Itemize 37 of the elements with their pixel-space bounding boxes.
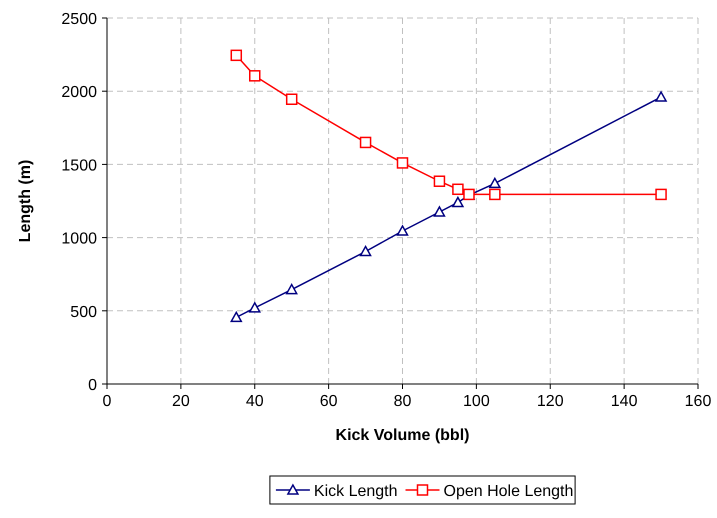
y-tick-label: 1500 [61, 157, 98, 174]
point [396, 157, 408, 169]
x-tick-label: 160 [684, 393, 712, 410]
point [452, 196, 464, 208]
x-tick-label: 20 [172, 393, 190, 410]
x-tick-label: 0 [102, 393, 112, 410]
x-tick-label: 60 [320, 393, 338, 410]
point [360, 136, 372, 148]
point [249, 70, 260, 82]
point [360, 246, 372, 256]
x-axis-title: Kick Volume (bbl) [336, 427, 470, 444]
point [489, 178, 501, 188]
point [249, 302, 260, 313]
x-tick-label: 40 [246, 393, 264, 410]
y-tick-label: 2500 [61, 11, 98, 28]
y-axis-title: Length (m) [17, 160, 34, 242]
point [452, 184, 464, 196]
point [286, 94, 298, 105]
point [655, 188, 667, 200]
y-tick-label: 0 [88, 377, 98, 394]
point [655, 91, 667, 102]
x-tick-label: 140 [610, 393, 638, 410]
y-tick-label: 1000 [61, 230, 98, 248]
x-tick-label: 80 [394, 393, 412, 410]
point [434, 206, 446, 217]
legend-label: Open Hole Length [444, 483, 574, 500]
x-tick-label: 100 [463, 393, 490, 410]
point [489, 188, 501, 200]
point [286, 284, 298, 294]
point [230, 50, 242, 62]
point [230, 312, 242, 322]
x-tick-label: 120 [536, 393, 564, 410]
legend-label: Kick Length [314, 483, 398, 500]
y-tick-label: 500 [70, 304, 98, 321]
y-tick-label: 2000 [61, 84, 98, 102]
point [434, 175, 446, 187]
point [396, 225, 408, 236]
